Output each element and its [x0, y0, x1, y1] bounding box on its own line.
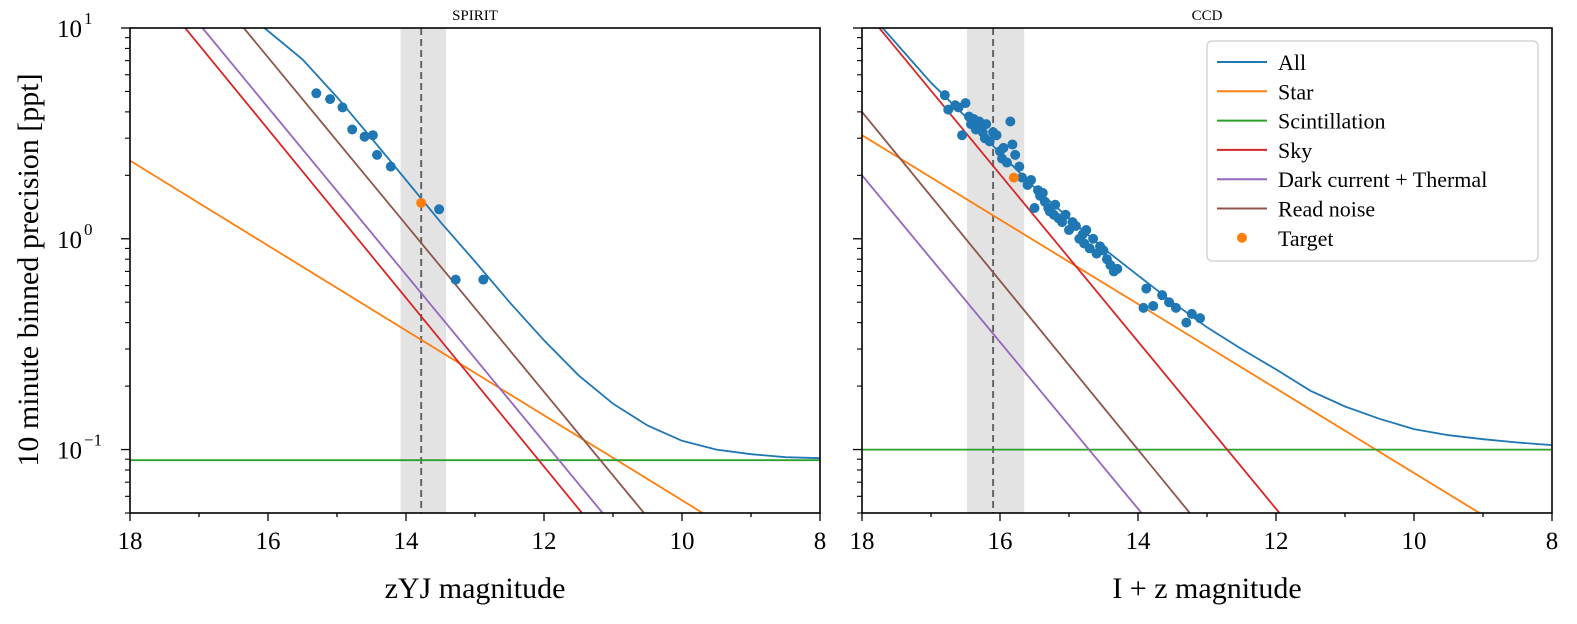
- series-read-line: [243, 28, 645, 513]
- data-point: [1007, 139, 1018, 150]
- x-tick-label: 10: [670, 528, 695, 555]
- series-dark-line: [201, 28, 604, 513]
- data-point: [957, 130, 968, 141]
- axes-frame: [129, 27, 821, 514]
- series-sky-line: [184, 28, 583, 513]
- data-point: [1010, 149, 1021, 160]
- data-point: [311, 88, 322, 99]
- data-point: [1037, 187, 1048, 198]
- data-point: [1060, 209, 1071, 220]
- x-tick-label: 12: [532, 528, 557, 555]
- x-axis-label: zYJ magnitude: [385, 572, 566, 605]
- data-point: [1005, 116, 1016, 127]
- data-point: [385, 161, 396, 172]
- legend-label-target: Target: [1278, 226, 1333, 251]
- x-tick-label: 10: [1402, 528, 1427, 555]
- panel-title: CCD: [1192, 8, 1223, 24]
- magnitude-band: [400, 28, 447, 513]
- data-point: [1157, 290, 1168, 301]
- data-point: [347, 124, 358, 135]
- legend-label-star: Star: [1278, 79, 1314, 104]
- data-point: [1070, 220, 1081, 231]
- data-point: [960, 98, 971, 109]
- data-point: [450, 274, 461, 285]
- y-axis-label: 10 minute binned precision [ppt]: [12, 73, 45, 466]
- data-point: [434, 204, 445, 215]
- data-point: [1195, 313, 1206, 324]
- y-tick-exponent: 1: [84, 9, 93, 28]
- legend-label-scintillation: Scintillation: [1278, 109, 1386, 134]
- data-point: [1098, 245, 1109, 256]
- y-tick-label: 10: [57, 438, 82, 465]
- legend-box: [1206, 40, 1539, 262]
- data-point: [1084, 243, 1095, 254]
- x-axis-label: I + z magnitude: [1112, 572, 1301, 605]
- data-point: [939, 90, 950, 101]
- x-tick-label: 8: [1546, 528, 1559, 555]
- series-read-line: [862, 111, 1191, 513]
- series-all-line: [263, 28, 820, 460]
- x-tick-label: 16: [988, 528, 1013, 555]
- data-point: [325, 94, 336, 105]
- data-point: [981, 119, 992, 130]
- data-point: [1148, 300, 1159, 311]
- x-tick-label: 16: [256, 528, 281, 555]
- data-point: [1141, 283, 1152, 294]
- data-point: [1001, 157, 1012, 168]
- legend-swatch-target: [1237, 232, 1247, 243]
- data-point: [1164, 297, 1175, 308]
- y-tick-label: 10: [57, 227, 82, 254]
- panel-ccd: CCD 18 16 14 12 10 8 I + z magnitude: [850, 8, 1559, 605]
- data-point: [1138, 302, 1149, 313]
- data-point: [1088, 233, 1099, 244]
- x-tick-label: 14: [1126, 528, 1152, 555]
- y-tick-label: 10: [57, 16, 82, 43]
- plot-area: [130, 28, 820, 513]
- data-point: [1014, 161, 1025, 172]
- data-point: [478, 274, 489, 285]
- legend: All Star Scintillation Sky Dark current + Th…: [1206, 40, 1539, 262]
- data-point: [1181, 317, 1192, 328]
- data-point: [1029, 202, 1040, 213]
- data-point: [372, 149, 383, 160]
- data-point: [367, 130, 378, 141]
- legend-label-all: All: [1278, 50, 1306, 75]
- magnitude-band: [966, 28, 1025, 513]
- x-tick-label: 12: [1264, 528, 1289, 555]
- data-point: [1081, 225, 1092, 236]
- plot-area: [862, 28, 1552, 513]
- data-point: [1017, 172, 1028, 183]
- y-tick-exponent: −1: [84, 431, 102, 450]
- data-point: [1170, 302, 1181, 313]
- panel-title: SPIRIT: [452, 8, 498, 24]
- series-dark-line: [862, 174, 1143, 513]
- data-point: [359, 131, 370, 142]
- legend-label-dark: Dark current + Thermal: [1278, 167, 1487, 192]
- data-point: [1186, 308, 1197, 319]
- data-point: [337, 102, 348, 113]
- x-tick-label: 14: [394, 528, 420, 555]
- data-point: [998, 142, 1009, 153]
- data-point: [1112, 263, 1123, 274]
- x-tick-label: 18: [118, 528, 143, 555]
- data-point: [984, 136, 995, 147]
- legend-label-read: Read noise: [1278, 197, 1375, 222]
- x-tick-label: 8: [814, 528, 827, 555]
- series-star-line: [130, 159, 704, 513]
- target-point: [1008, 172, 1019, 183]
- x-tick-label: 18: [850, 528, 875, 555]
- data-point: [1026, 175, 1037, 186]
- target-point: [416, 197, 427, 208]
- data-point: [991, 130, 1002, 141]
- data-point: [1050, 199, 1061, 210]
- legend-label-sky: Sky: [1278, 138, 1312, 163]
- y-tick-exponent: 0: [84, 220, 93, 239]
